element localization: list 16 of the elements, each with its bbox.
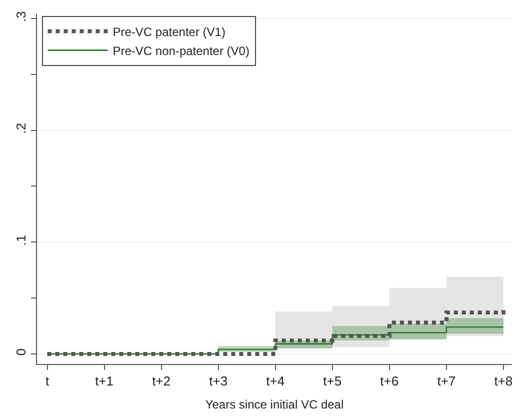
y-tick-label: .1 <box>14 234 29 246</box>
legend-label: Pre-VC patenter (V1) <box>112 24 226 39</box>
y-tick-label: .2 <box>14 122 29 134</box>
x-tick-label: t+1 <box>95 374 114 389</box>
x-tick-label: t+7 <box>437 374 456 389</box>
x-tick-label: t <box>45 374 50 389</box>
x-tick-label: t+2 <box>152 374 171 389</box>
y-tick-label: .3 <box>14 11 29 22</box>
x-tick-label: t+4 <box>266 374 285 389</box>
x-axis-title: Years since initial VC deal <box>205 398 344 412</box>
legend-label: Pre-VC non-patenter (V0) <box>112 44 250 58</box>
x-tick-label: t+8 <box>494 374 513 389</box>
x-tick-label: t+5 <box>323 374 342 389</box>
x-tick-label: t+3 <box>209 374 228 389</box>
y-tick-label: 0 <box>14 348 29 356</box>
x-tick-label: t+6 <box>380 374 399 389</box>
